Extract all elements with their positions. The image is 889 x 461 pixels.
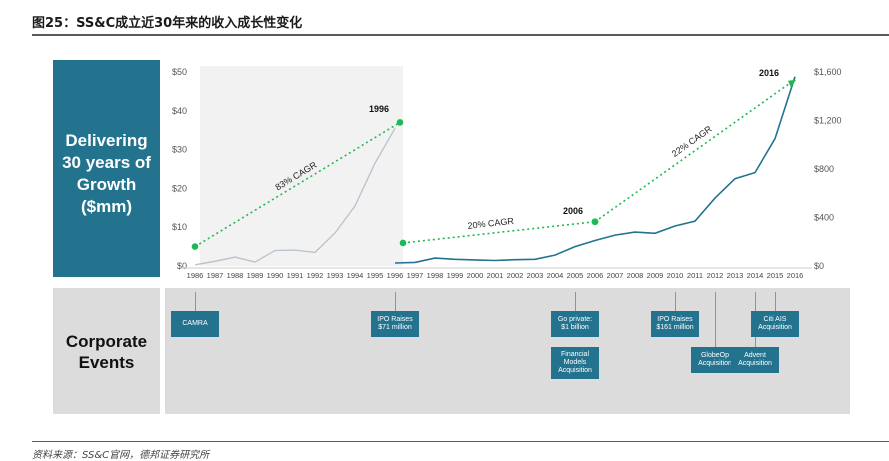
x-tick-label: 1992: [307, 271, 324, 280]
left-axis-tick: $40: [172, 106, 187, 116]
event-box: Financial Models Acquisition: [551, 347, 599, 379]
right-axis-tick: $1,600: [814, 67, 842, 77]
x-tick-label: 2008: [627, 271, 644, 280]
left-axis-tick: $30: [172, 145, 187, 155]
x-tick-label: 2012: [707, 271, 724, 280]
x-tick-label: 2003: [527, 271, 544, 280]
x-tick-label: 1998: [427, 271, 444, 280]
year-marker: 1996: [369, 104, 389, 114]
left-axis-tick: $20: [172, 183, 187, 193]
left-axis-tick: $0: [177, 261, 187, 271]
left-axis-tick: $50: [172, 67, 187, 77]
shaded-period: [200, 66, 403, 266]
cagr-line: [594, 81, 793, 223]
x-tick-label: 1995: [367, 271, 384, 280]
event-connector: [575, 292, 576, 311]
event-connector: [195, 292, 196, 311]
revenue-line-early: [194, 127, 396, 266]
bottom-rule: [32, 441, 889, 442]
x-tick-label: 1987: [207, 271, 224, 280]
x-tick-label: 2009: [647, 271, 664, 280]
cagr-label: 20% CAGR: [467, 216, 515, 231]
x-tick-label: 2006: [587, 271, 604, 280]
revenue-line-later: [394, 76, 796, 264]
growth-panel-label: Delivering 30 years of Growth ($mm): [62, 131, 151, 216]
right-axis-tick: $400: [814, 213, 834, 223]
event-box: CAMRA: [171, 311, 219, 337]
x-tick-label: 1999: [447, 271, 464, 280]
cagr-arrowhead: [788, 79, 796, 88]
x-tick-label: 1997: [407, 271, 424, 280]
x-tick-label: 1986: [187, 271, 204, 280]
x-tick-label: 2010: [667, 271, 684, 280]
left-axis-tick: $10: [172, 222, 187, 232]
title-rule: [32, 34, 889, 36]
events-panel: Corporate Events: [53, 288, 160, 414]
x-tick-label: 2014: [747, 271, 764, 280]
cagr-line: [402, 220, 596, 244]
x-tick-label: 1993: [327, 271, 344, 280]
cagr-startpoint: [591, 218, 599, 226]
event-box: Citi AIS Acquisition: [751, 311, 799, 337]
event-box: IPO Raises $161 million: [651, 311, 699, 337]
cagr-startpoint: [191, 243, 199, 250]
x-tick-label: 2016: [787, 271, 804, 280]
x-tick-label: 1990: [267, 271, 284, 280]
figure-title: 图25：SS&C成立近30年来的收入成长性变化: [32, 16, 303, 31]
year-marker: 2016: [759, 68, 779, 78]
x-tick-label: 2002: [507, 271, 524, 280]
x-tick-label: 2000: [467, 271, 484, 280]
revenue-chart: $0 $10 $20 $30 $40 $50 $0 $400 $800 $1,200 $1,600 1…: [172, 66, 842, 280]
cagr-startpoint: [399, 239, 407, 247]
event-connector: [395, 292, 396, 311]
growth-panel: Delivering 30 years of Growth ($mm): [53, 60, 160, 277]
x-tick-label: 2015: [767, 271, 784, 280]
x-tick-label: 2004: [547, 271, 564, 280]
x-tick-label: 1996: [387, 271, 404, 280]
x-tick-label: 2005: [567, 271, 584, 280]
event-connector: [715, 292, 716, 347]
event-connector: [675, 292, 676, 311]
x-tick-label: 2001: [487, 271, 504, 280]
event-box: Advent Acquisition: [731, 347, 779, 373]
event-box: Go private: $1 billion: [551, 311, 599, 337]
event-connector: [775, 292, 776, 311]
x-tick-label: 1988: [227, 271, 244, 280]
event-box: IPO Raises $71 million: [371, 311, 419, 337]
events-panel-label: Corporate Events: [65, 332, 148, 372]
x-tick-label: 2007: [607, 271, 624, 280]
x-tick-label: 1991: [287, 271, 304, 280]
year-marker: 2006: [563, 206, 583, 216]
right-axis-tick: $800: [814, 164, 834, 174]
right-axis-tick: $0: [814, 261, 824, 271]
x-tick-label: 1994: [347, 271, 364, 280]
x-tick-label: 2011: [687, 271, 703, 280]
cagr-label: 22% CAGR: [670, 123, 714, 158]
cagr-endpoint: [396, 119, 404, 126]
x-tick-label: 2013: [727, 271, 744, 280]
right-axis-tick: $1,200: [814, 116, 842, 126]
source-note: 资料来源：SS&C官网，德邦证券研究所: [32, 450, 210, 461]
x-tick-label: 1989: [247, 271, 264, 280]
